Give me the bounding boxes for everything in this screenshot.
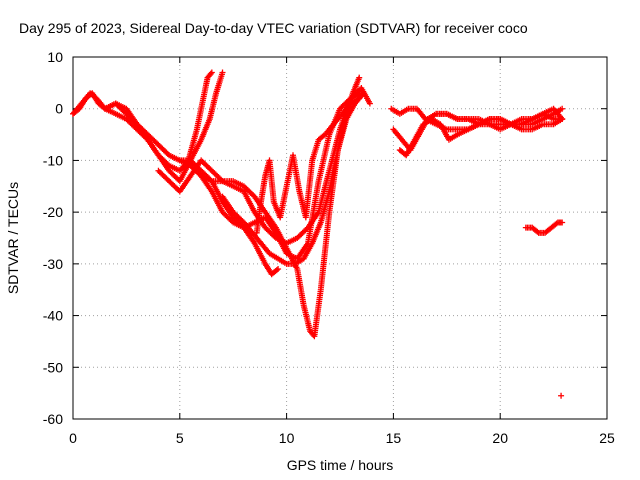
y-tick-label: -50 (43, 359, 63, 375)
x-tick-label: 25 (599, 430, 615, 446)
data-point (228, 218, 235, 225)
data-point (360, 90, 367, 97)
series-track-n (558, 392, 565, 399)
x-tick-label: 5 (176, 430, 184, 446)
y-tick-label: -60 (43, 411, 63, 427)
data-point (553, 220, 560, 227)
series-track-b (70, 69, 226, 185)
series-track-l (433, 105, 566, 128)
series-track-c (102, 100, 282, 278)
data-point (366, 100, 373, 107)
data-point (207, 70, 214, 77)
data-point (558, 392, 565, 399)
data-point (273, 267, 280, 274)
data-point (559, 219, 566, 226)
x-tick-label: 20 (492, 430, 508, 446)
y-tick-label: -20 (43, 204, 63, 220)
series-track-m (522, 219, 566, 236)
data-point (219, 69, 226, 76)
data-point (559, 116, 566, 123)
y-tick-label: -10 (43, 152, 63, 168)
series-track-h (253, 95, 363, 236)
x-tick-label: 0 (69, 430, 77, 446)
data-point (559, 105, 566, 112)
data-point (271, 233, 278, 240)
plot-frame (72, 56, 608, 420)
data-point (356, 95, 363, 102)
y-tick-label: -30 (43, 256, 63, 272)
axis-ticks: 0 5 10 15 20 25 10 0 -10 -20 -30 -40 -50 -60 (43, 49, 615, 446)
data-point (208, 69, 215, 76)
x-axis-label: GPS time / hours (287, 457, 394, 473)
y-tick-label: 10 (47, 49, 63, 65)
y-tick-label: -40 (43, 308, 63, 324)
data-point (356, 74, 363, 81)
series-track-g (219, 90, 367, 267)
data-point (534, 228, 541, 235)
x-tick-label: 15 (386, 430, 402, 446)
data-points (70, 69, 566, 399)
x-tick-label: 10 (279, 430, 295, 446)
data-point (164, 150, 171, 157)
data-point (275, 266, 282, 273)
y-axis-label: SDTVAR / TECUs (5, 182, 21, 294)
y-tick-label: 0 (55, 101, 63, 117)
chart-title: Day 295 of 2023, Sidereal Day-to-day VTE… (19, 20, 528, 36)
